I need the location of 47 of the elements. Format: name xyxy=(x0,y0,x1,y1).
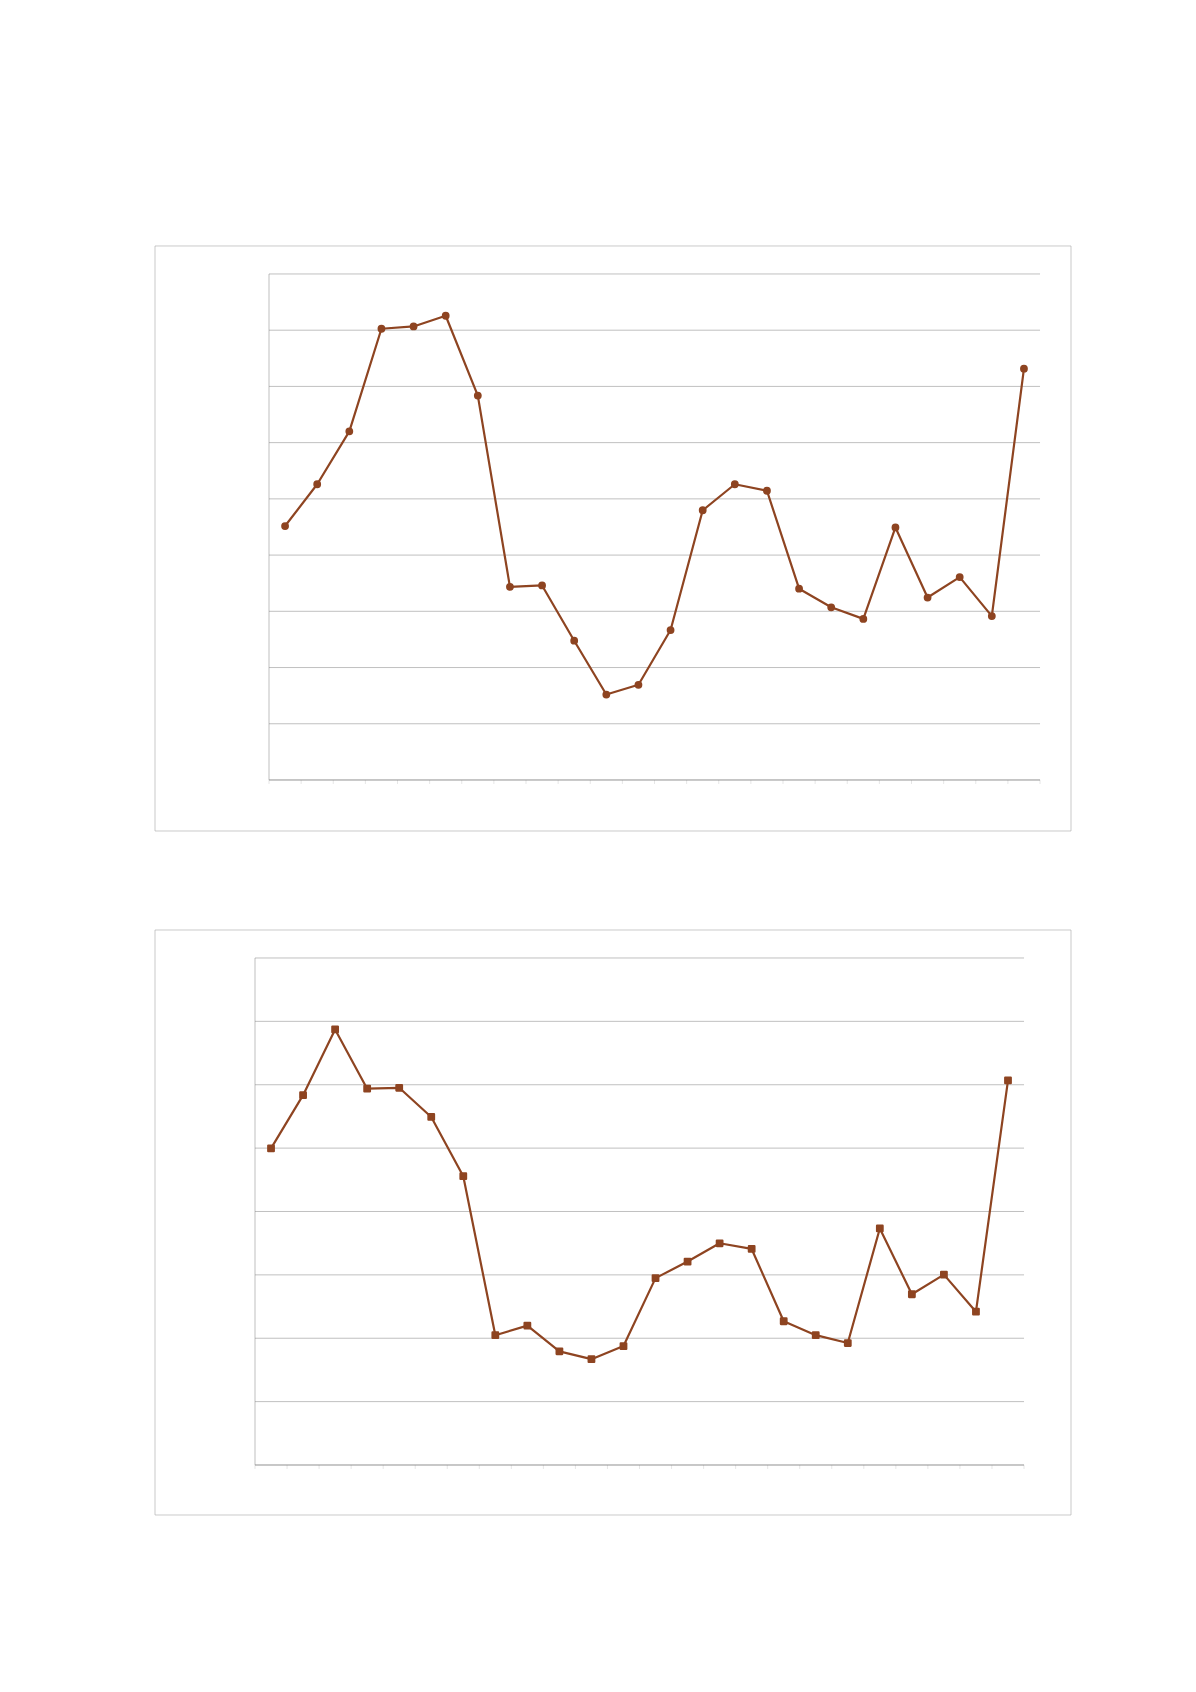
point xyxy=(331,1025,340,1034)
point xyxy=(795,584,803,593)
point xyxy=(972,1307,980,1316)
point xyxy=(827,603,836,612)
point xyxy=(875,1224,884,1233)
point xyxy=(955,573,964,582)
point xyxy=(811,1331,820,1340)
point xyxy=(698,506,707,515)
point xyxy=(843,1339,852,1347)
point xyxy=(267,1144,275,1153)
point xyxy=(427,1113,436,1121)
point xyxy=(859,614,868,623)
point xyxy=(363,1084,372,1093)
point xyxy=(602,690,611,699)
point xyxy=(313,480,322,489)
point xyxy=(779,1317,788,1326)
point xyxy=(666,626,675,634)
point xyxy=(715,1239,724,1248)
point xyxy=(395,1083,404,1092)
point xyxy=(473,391,482,400)
point xyxy=(459,1172,468,1181)
point xyxy=(651,1274,660,1283)
point xyxy=(987,612,996,621)
point xyxy=(555,1347,564,1356)
point xyxy=(730,480,739,489)
point xyxy=(281,522,289,530)
point xyxy=(377,324,386,333)
point xyxy=(634,680,643,689)
point xyxy=(409,322,418,331)
point xyxy=(587,1355,596,1364)
point xyxy=(747,1245,756,1253)
point xyxy=(441,311,450,320)
point xyxy=(940,1270,948,1279)
point xyxy=(619,1342,628,1350)
point xyxy=(491,1331,500,1340)
point xyxy=(345,427,354,436)
point xyxy=(570,636,579,645)
point xyxy=(299,1091,307,1100)
point xyxy=(907,1290,916,1299)
point xyxy=(891,523,900,532)
point xyxy=(763,486,771,495)
point xyxy=(1020,364,1028,373)
point xyxy=(523,1321,532,1330)
point xyxy=(538,581,546,590)
point xyxy=(923,593,932,602)
point xyxy=(1004,1076,1012,1085)
point xyxy=(506,582,514,591)
